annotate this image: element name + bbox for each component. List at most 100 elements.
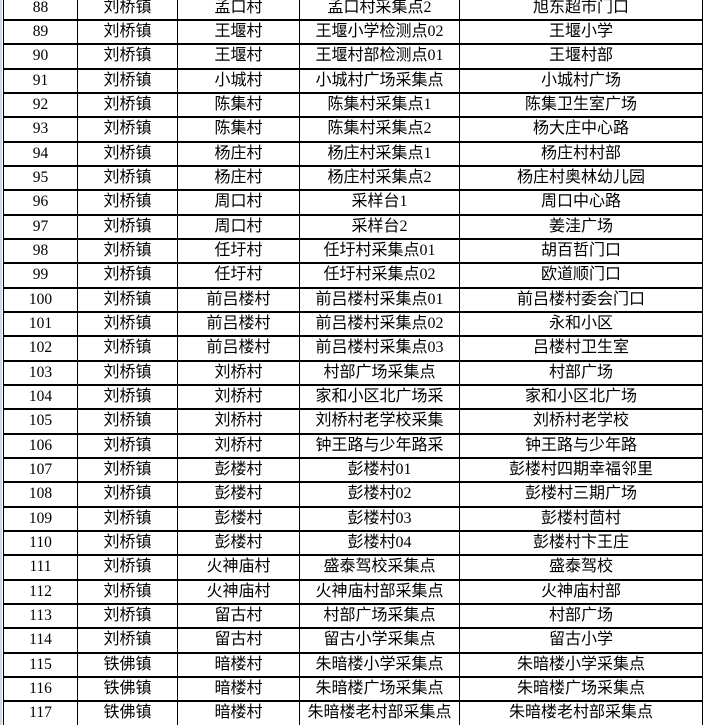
cell-town[interactable]: 刘桥镇 [78,629,178,654]
cell-row-number[interactable]: 100 [3,288,78,313]
cell-town[interactable]: 刘桥镇 [78,142,178,167]
cell-location[interactable]: 胡百哲门口 [460,239,703,265]
cell-row-number[interactable]: 111 [3,556,78,581]
cell-village[interactable]: 火神庙村 [178,556,300,581]
cell-town[interactable]: 刘桥镇 [78,580,178,605]
cell-village[interactable]: 彭楼村 [178,483,300,508]
cell-point-name[interactable]: 彭楼村04 [300,531,460,557]
cell-location[interactable]: 朱暗楼小学采集点 [460,653,703,678]
cell-village[interactable]: 王堰村 [178,21,300,46]
cell-location[interactable]: 村部广场 [460,361,703,386]
cell-town[interactable]: 刘桥镇 [78,239,178,265]
cell-point-name[interactable]: 钟王路与少年路采 [300,434,460,459]
cell-location[interactable]: 杨庄村村部 [460,142,703,167]
cell-village[interactable]: 刘桥村 [178,385,300,411]
cell-location[interactable]: 钟王路与少年路 [460,434,703,459]
cell-row-number[interactable]: 99 [3,264,78,289]
cell-village[interactable]: 火神庙村 [178,580,300,605]
cell-town[interactable]: 铁佛镇 [78,702,178,725]
cell-location[interactable]: 彭楼村茴村 [460,507,703,532]
cell-town[interactable]: 刘桥镇 [78,531,178,557]
cell-location[interactable]: 留古小学 [460,629,703,654]
cell-row-number[interactable]: 94 [3,142,78,167]
cell-location[interactable]: 杨大庄中心路 [460,118,703,143]
cell-location[interactable]: 永和小区 [460,312,703,338]
cell-village[interactable]: 暗楼村 [178,677,300,703]
cell-point-name[interactable]: 村部广场采集点 [300,361,460,386]
cell-town[interactable]: 刘桥镇 [78,483,178,508]
cell-village[interactable]: 陈集村 [178,93,300,119]
cell-town[interactable]: 刘桥镇 [78,410,178,435]
cell-location[interactable]: 火神庙村部 [460,580,703,605]
cell-town[interactable]: 刘桥镇 [78,93,178,119]
cell-town[interactable]: 刘桥镇 [78,118,178,143]
cell-point-name[interactable]: 孟口村采集点2 [300,0,460,21]
cell-point-name[interactable]: 前吕楼村采集点01 [300,288,460,313]
cell-location[interactable]: 前吕楼村委会门口 [460,288,703,313]
cell-town[interactable]: 刘桥镇 [78,361,178,386]
cell-point-name[interactable]: 杨庄村采集点2 [300,166,460,192]
cell-location[interactable]: 陈集卫生室广场 [460,93,703,119]
cell-row-number[interactable]: 113 [3,604,78,630]
cell-location[interactable]: 旭东超市门口 [460,0,703,21]
cell-village[interactable]: 彭楼村 [178,531,300,557]
cell-point-name[interactable]: 朱暗楼广场采集点 [300,677,460,703]
cell-point-name[interactable]: 任圩村采集点02 [300,264,460,289]
cell-row-number[interactable]: 112 [3,580,78,605]
cell-row-number[interactable]: 103 [3,361,78,386]
cell-row-number[interactable]: 101 [3,312,78,338]
cell-village[interactable]: 暗楼村 [178,702,300,725]
cell-row-number[interactable]: 92 [3,93,78,119]
cell-location[interactable]: 姜洼广场 [460,215,703,240]
cell-location[interactable]: 彭楼村三期广场 [460,483,703,508]
cell-location[interactable]: 盛泰驾校 [460,556,703,581]
cell-row-number[interactable]: 89 [3,21,78,46]
cell-point-name[interactable]: 留古小学采集点 [300,629,460,654]
cell-point-name[interactable]: 王堰小学检测点02 [300,21,460,46]
cell-village[interactable]: 王堰村 [178,45,300,70]
cell-village[interactable]: 刘桥村 [178,361,300,386]
cell-village[interactable]: 任圩村 [178,264,300,289]
cell-point-name[interactable]: 采样台2 [300,215,460,240]
cell-location[interactable]: 朱暗楼广场采集点 [460,677,703,703]
cell-row-number[interactable]: 107 [3,458,78,484]
cell-row-number[interactable]: 108 [3,483,78,508]
cell-row-number[interactable]: 115 [3,653,78,678]
cell-village[interactable]: 彭楼村 [178,507,300,532]
cell-point-name[interactable]: 家和小区北广场采 [300,385,460,411]
cell-row-number[interactable]: 104 [3,385,78,411]
cell-location[interactable]: 朱暗楼老村部采集点 [460,702,703,725]
cell-town[interactable]: 刘桥镇 [78,69,178,94]
cell-village[interactable]: 孟口村 [178,0,300,21]
cell-point-name[interactable]: 小城村广场采集点 [300,69,460,94]
cell-location[interactable]: 周口中心路 [460,191,703,216]
cell-point-name[interactable]: 彭楼村03 [300,507,460,532]
cell-town[interactable]: 刘桥镇 [78,191,178,216]
cell-point-name[interactable]: 彭楼村01 [300,458,460,484]
cell-town[interactable]: 刘桥镇 [78,337,178,362]
cell-point-name[interactable]: 陈集村采集点1 [300,93,460,119]
cell-village[interactable]: 杨庄村 [178,142,300,167]
cell-village[interactable]: 暗楼村 [178,653,300,678]
cell-location[interactable]: 彭楼村卞王庄 [460,531,703,557]
cell-village[interactable]: 杨庄村 [178,166,300,192]
cell-village[interactable]: 前吕楼村 [178,288,300,313]
cell-town[interactable]: 刘桥镇 [78,288,178,313]
cell-location[interactable]: 杨庄村奥林幼儿园 [460,166,703,192]
cell-point-name[interactable]: 刘桥村老学校采集 [300,410,460,435]
cell-town[interactable]: 刘桥镇 [78,556,178,581]
cell-location[interactable]: 王堰村部 [460,45,703,70]
cell-location[interactable]: 村部广场 [460,604,703,630]
cell-village[interactable]: 周口村 [178,191,300,216]
cell-location[interactable]: 刘桥村老学校 [460,410,703,435]
cell-row-number[interactable]: 96 [3,191,78,216]
cell-town[interactable]: 刘桥镇 [78,45,178,70]
cell-village[interactable]: 刘桥村 [178,434,300,459]
cell-town[interactable]: 铁佛镇 [78,653,178,678]
cell-point-name[interactable]: 火神庙村部采集点 [300,580,460,605]
cell-row-number[interactable]: 90 [3,45,78,70]
cell-town[interactable]: 刘桥镇 [78,215,178,240]
cell-location[interactable]: 吕楼村卫生室 [460,337,703,362]
cell-point-name[interactable]: 王堰村部检测点01 [300,45,460,70]
cell-town[interactable]: 刘桥镇 [78,264,178,289]
